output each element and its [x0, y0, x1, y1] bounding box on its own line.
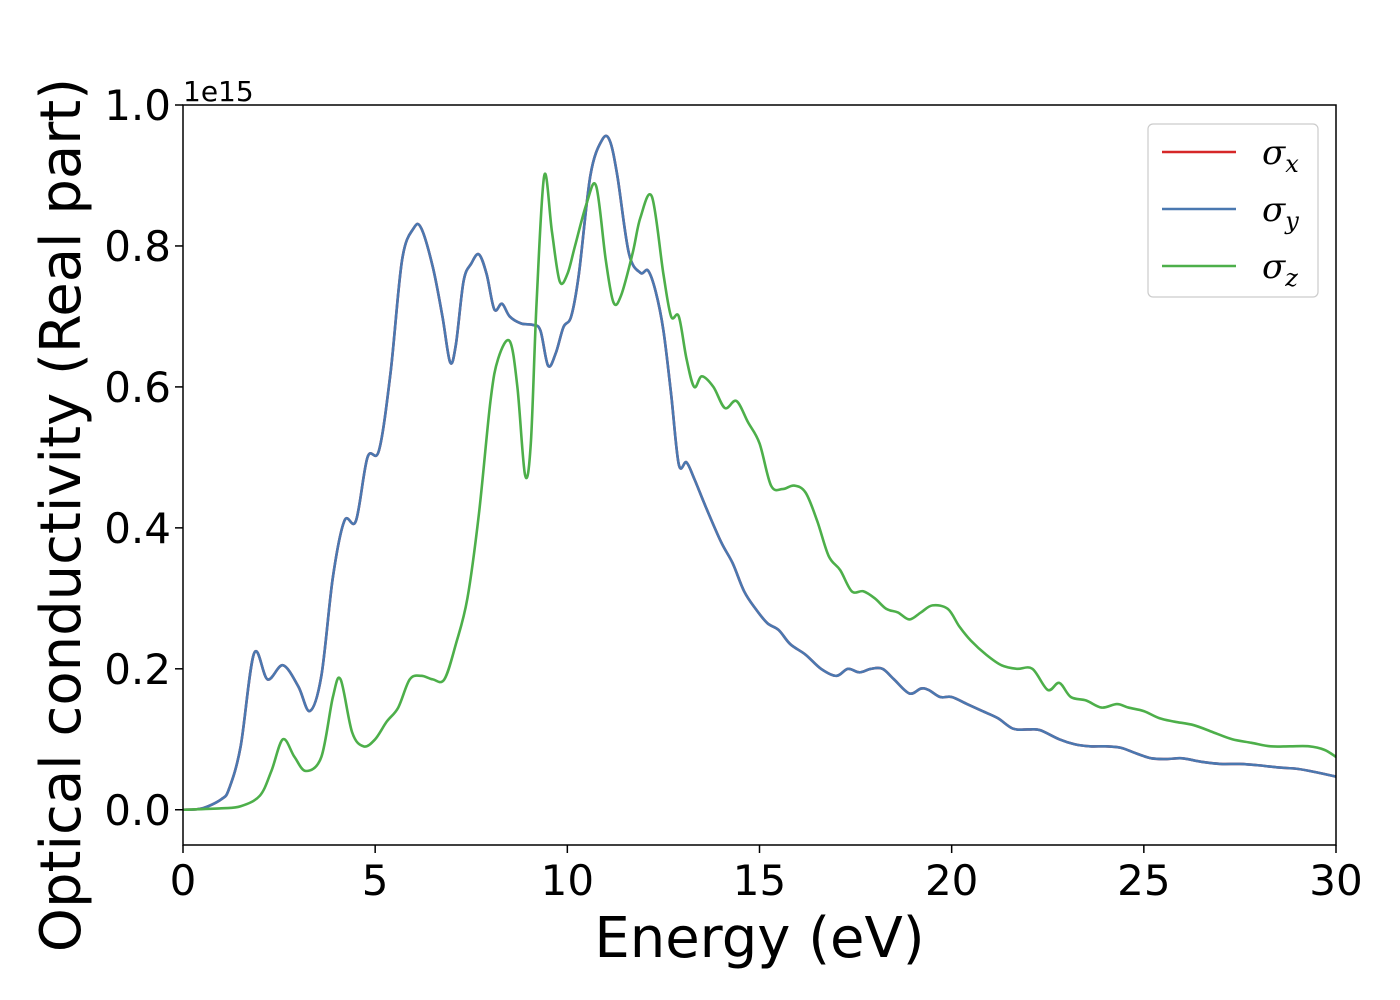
x-tick-label: 15 — [733, 856, 786, 905]
y-axis-ticks: 0.0 0.2 0.4 0.6 0.8 1.0 — [104, 81, 183, 835]
x-tick-label: 20 — [925, 856, 978, 905]
y-tick-label: 0.8 — [104, 222, 171, 271]
y-tick-label: 0.0 — [104, 786, 171, 835]
y-tick-label: 1.0 — [104, 81, 171, 130]
legend-label-z: σz — [1262, 247, 1298, 292]
y-offset-text: 1e15 — [183, 75, 254, 108]
legend-label-y: σy — [1262, 190, 1299, 235]
series-layer — [183, 134, 1336, 812]
series-line-y — [183, 134, 1336, 812]
y-tick-label: 0.4 — [104, 504, 171, 553]
y-tick-label: 0.6 — [104, 363, 171, 412]
legend: σx σy σz — [1147, 123, 1319, 298]
y-tick-label: 0.2 — [104, 645, 171, 694]
legend-label-x: σx — [1262, 133, 1299, 178]
series-line-z — [183, 172, 1336, 812]
x-axis-label: Energy (eV) — [594, 906, 924, 971]
x-tick-label: 0 — [170, 856, 197, 905]
x-axis-ticks: 0 5 10 15 20 25 30 — [170, 845, 1363, 905]
y-axis-label: Optical conductivity (Real part) — [29, 78, 94, 952]
x-tick-label: 5 — [362, 856, 389, 905]
legend-box — [1147, 123, 1319, 298]
x-tick-label: 10 — [541, 856, 594, 905]
x-tick-label: 30 — [1309, 856, 1362, 905]
x-tick-label: 25 — [1117, 856, 1170, 905]
